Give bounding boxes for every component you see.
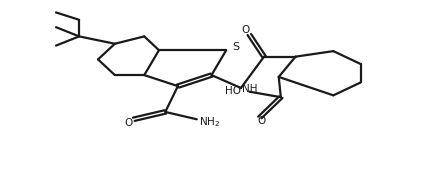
Text: S: S [232,42,239,52]
Text: NH: NH [242,84,258,94]
Text: O: O [242,25,250,36]
Text: NH$_2$: NH$_2$ [199,115,220,129]
Text: O: O [258,116,266,126]
Text: O: O [125,118,133,128]
Text: HO: HO [225,86,242,96]
